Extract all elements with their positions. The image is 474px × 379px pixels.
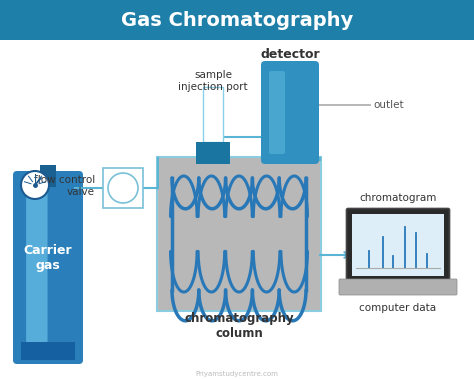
Bar: [0, 0, 474, 40]
Text: chromatogram: chromatogram: [359, 193, 437, 203]
Text: Priyamstudycentre.com: Priyamstudycentre.com: [196, 371, 278, 377]
Bar: [103, 168, 143, 208]
Circle shape: [108, 173, 138, 203]
FancyBboxPatch shape: [157, 157, 321, 311]
FancyBboxPatch shape: [261, 61, 319, 164]
FancyBboxPatch shape: [346, 208, 449, 282]
FancyBboxPatch shape: [159, 159, 319, 309]
Text: sample
injection port: sample injection port: [178, 70, 248, 92]
Bar: [203, 87, 223, 142]
Text: outlet: outlet: [373, 100, 404, 110]
Bar: [21, 342, 75, 360]
Text: computer data: computer data: [359, 303, 437, 313]
Bar: [352, 214, 444, 276]
FancyBboxPatch shape: [40, 165, 56, 187]
FancyBboxPatch shape: [26, 185, 47, 350]
Circle shape: [21, 171, 49, 199]
FancyBboxPatch shape: [269, 71, 285, 154]
FancyBboxPatch shape: [13, 171, 83, 364]
Text: chromatography
column: chromatography column: [184, 312, 294, 340]
Text: Gas Chromatography: Gas Chromatography: [121, 11, 353, 30]
Text: flow control
valve: flow control valve: [34, 175, 95, 197]
Text: detector: detector: [260, 49, 320, 61]
Bar: [196, 142, 230, 164]
Text: Carrier
gas: Carrier gas: [24, 244, 73, 272]
Bar: [352, 280, 444, 284]
FancyBboxPatch shape: [339, 279, 457, 295]
